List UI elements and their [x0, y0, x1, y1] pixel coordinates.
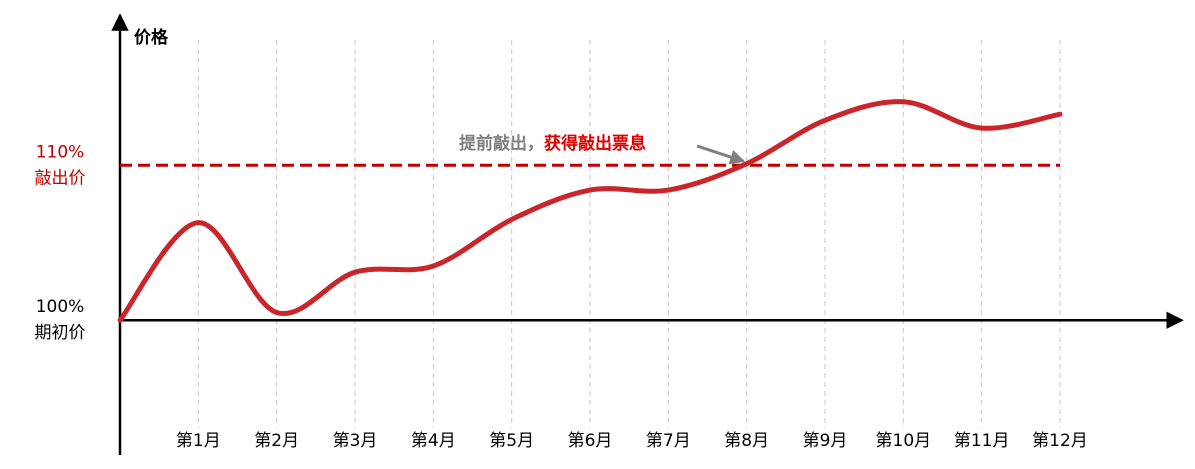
annotation-highlight: 获得敲出票息	[544, 133, 646, 154]
annotation-text: 提前敲出，	[459, 133, 544, 154]
price-line	[117, 99, 1063, 323]
x-tick-label: 第8月	[724, 431, 769, 451]
x-tick-label: 第3月	[333, 431, 378, 451]
annotation-arrow	[696, 144, 746, 165]
x-tick-label: 第6月	[568, 431, 613, 451]
annotation: 提前敲出，获得敲出票息	[459, 133, 646, 154]
x-tick-label: 第5月	[489, 431, 534, 451]
x-tick-label: 第9月	[803, 431, 848, 451]
x-tick-label: 第7月	[646, 431, 691, 451]
y-tick-label: 100%	[36, 297, 85, 317]
x-tick-label: 第12月	[1032, 431, 1088, 451]
x-tick-label: 第2月	[254, 431, 299, 451]
x-tick-label: 第11月	[954, 431, 1010, 451]
x-tick-label: 第10月	[876, 431, 932, 451]
x-tick-label: 第1月	[176, 431, 221, 451]
y-axis-label: 价格	[134, 27, 169, 48]
y-tick-label: 110%	[36, 142, 85, 162]
y-tick-note: 敲出价	[35, 168, 86, 188]
x-tick-label: 第4月	[411, 431, 456, 451]
y-tick-note: 期初价	[35, 323, 86, 343]
